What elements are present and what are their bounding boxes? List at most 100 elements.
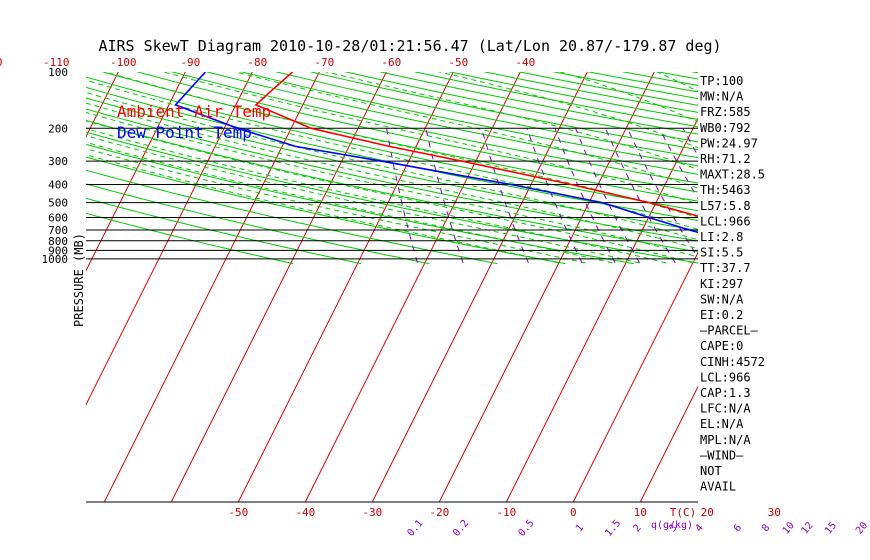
index-entry: PW:24.97 bbox=[700, 136, 758, 150]
top-temp-tick-label: -70 bbox=[314, 56, 334, 69]
dry-adiabat-line bbox=[240, 72, 698, 167]
dry-adiabat-line bbox=[86, 86, 698, 221]
top-temp-tick-label: -120 bbox=[0, 56, 3, 69]
dry-adiabat-line bbox=[86, 76, 698, 212]
dry-adiabat-line bbox=[86, 97, 698, 232]
legend-dew-point-temp: Dew Point Temp bbox=[117, 123, 252, 142]
sounding-profiles bbox=[174, 72, 698, 234]
mixing-ratio-line bbox=[605, 128, 676, 264]
index-entry: SI:5.5 bbox=[700, 246, 743, 260]
moist-adiabat-line bbox=[86, 148, 586, 264]
index-entry: TH:5463 bbox=[700, 183, 751, 197]
moist-adiabat-line bbox=[86, 128, 667, 264]
mixing-ratio-tick-label: 20 bbox=[854, 520, 870, 536]
mixing-ratio-tick-label: 6 bbox=[732, 523, 744, 535]
bottom-temp-tick-label: -30 bbox=[362, 506, 382, 519]
legend-ambient-air-temp: Ambient Air Temp bbox=[117, 102, 271, 121]
index-entry: WB0:792 bbox=[700, 121, 751, 135]
mixing-ratio-tick-label: 2 bbox=[632, 523, 644, 535]
pressure-tick-label: 900 bbox=[48, 244, 68, 257]
isotherm-line bbox=[304, 72, 521, 502]
mixing-ratio-tick-label: 4 bbox=[693, 523, 705, 535]
top-temp-tick-label: -80 bbox=[247, 56, 267, 69]
mixing-ratio-tick-label: 12 bbox=[800, 520, 816, 536]
top-temp-tick-label: -40 bbox=[515, 56, 535, 69]
mixing-ratio-line bbox=[481, 128, 529, 264]
top-temp-tick-label: -110 bbox=[43, 56, 70, 69]
isotherm-line bbox=[841, 72, 870, 502]
dry-adiabat-line bbox=[660, 54, 870, 264]
mixing-ratio-line bbox=[626, 128, 698, 259]
top-temp-tick-label: -100 bbox=[110, 56, 137, 69]
top-temp-tick-label: -50 bbox=[448, 56, 468, 69]
mixing-ratio-line bbox=[526, 128, 583, 264]
mixing-ratio-tick-label: 0.1 bbox=[405, 518, 425, 539]
moist-adiabat-line bbox=[86, 120, 694, 264]
bottom-temp-tick-label: 20 bbox=[701, 506, 714, 519]
dry-adiabat-line bbox=[136, 72, 698, 193]
dry-adiabat-line bbox=[344, 72, 698, 143]
mixing-ratio-tick-label: 10 bbox=[781, 520, 797, 536]
mixing-ratio-line bbox=[826, 128, 870, 263]
index-entry: LCL:966 bbox=[700, 370, 751, 384]
dry-adiabat-line bbox=[758, 54, 870, 264]
mixing-ratio-line bbox=[554, 128, 616, 264]
index-entry: –PARCEL– bbox=[700, 324, 759, 338]
mixing-ratio-line bbox=[762, 128, 864, 263]
mixing-ratio-line bbox=[782, 128, 870, 263]
ambient-air-temp-line bbox=[254, 72, 698, 218]
index-entry: NOT bbox=[700, 464, 722, 478]
moist-adiabat-line bbox=[162, 72, 698, 205]
index-entry: FRZ:585 bbox=[700, 105, 751, 119]
axis-ticks: -120-110-100-90-80-70-60-50-40-50-40-30-… bbox=[0, 56, 870, 539]
dry-adiabat-line bbox=[791, 54, 870, 264]
bottom-temp-tick-label: 0 bbox=[570, 506, 577, 519]
bottom-temp-tick-label: 30 bbox=[768, 506, 781, 519]
index-entry: CAPE:0 bbox=[700, 339, 743, 353]
index-entry: MPL:N/A bbox=[700, 433, 751, 447]
moist-adiabat-line bbox=[324, 72, 698, 171]
index-entry: RH:71.2 bbox=[700, 152, 751, 166]
isotherm-line bbox=[0, 72, 51, 502]
pressure-tick-label: 400 bbox=[48, 179, 68, 192]
mixing-ratio-tick-label: 3 bbox=[667, 523, 679, 535]
index-entry: L57:5.8 bbox=[700, 199, 751, 213]
pressure-tick-label: 700 bbox=[48, 224, 68, 237]
mixing-ratio-line bbox=[575, 128, 641, 264]
moist-adiabat-line bbox=[86, 91, 698, 241]
mixing-ratio-tick-label: 1.5 bbox=[603, 518, 623, 539]
pressure-tick-label: 800 bbox=[48, 235, 68, 248]
y-axis-label: PRESSURE (MB) bbox=[72, 233, 86, 327]
pressure-tick-label: 600 bbox=[48, 211, 68, 224]
pressure-tick-label: 500 bbox=[48, 197, 68, 210]
dry-adiabat-line bbox=[856, 54, 870, 264]
index-entry: EI:0.2 bbox=[700, 308, 743, 322]
index-entry: –WIND– bbox=[700, 448, 744, 462]
isotherm-line bbox=[237, 72, 454, 502]
index-entry: LCL:966 bbox=[700, 214, 751, 228]
top-temp-tick-label: -90 bbox=[180, 56, 200, 69]
index-entry: MW:N/A bbox=[700, 90, 744, 104]
pressure-tick-label: 300 bbox=[48, 155, 68, 168]
pressure-tick-label: 1000 bbox=[42, 253, 69, 266]
index-entry: LFC:N/A bbox=[700, 402, 751, 416]
mixing-ratio-tick-label: 15 bbox=[823, 520, 839, 536]
isotherm-line bbox=[371, 72, 588, 502]
mixing-ratio-tick-label: 0.2 bbox=[451, 518, 471, 539]
index-entry: SW:N/A bbox=[700, 292, 744, 306]
dry-adiabat-line bbox=[170, 72, 698, 184]
bottom-temp-tick-label: -40 bbox=[295, 506, 315, 519]
bottom-temp-unit-label: T(C) bbox=[670, 506, 697, 519]
dry-adiabat-line bbox=[205, 72, 698, 175]
bottom-temp-tick-label: 10 bbox=[634, 506, 647, 519]
mixing-ratio-line bbox=[425, 128, 464, 264]
mixing-ratio-line bbox=[799, 128, 870, 263]
top-temp-tick-label: -60 bbox=[381, 56, 401, 69]
isotherm-line bbox=[505, 117, 698, 502]
mixing-ratio-tick-label: 1 bbox=[574, 523, 586, 535]
dew-point-temp-line bbox=[174, 72, 698, 234]
index-entry: MAXT:28.5 bbox=[700, 168, 765, 182]
dry-adiabat-line bbox=[86, 108, 698, 242]
index-entry: CAP:1.3 bbox=[700, 386, 751, 400]
